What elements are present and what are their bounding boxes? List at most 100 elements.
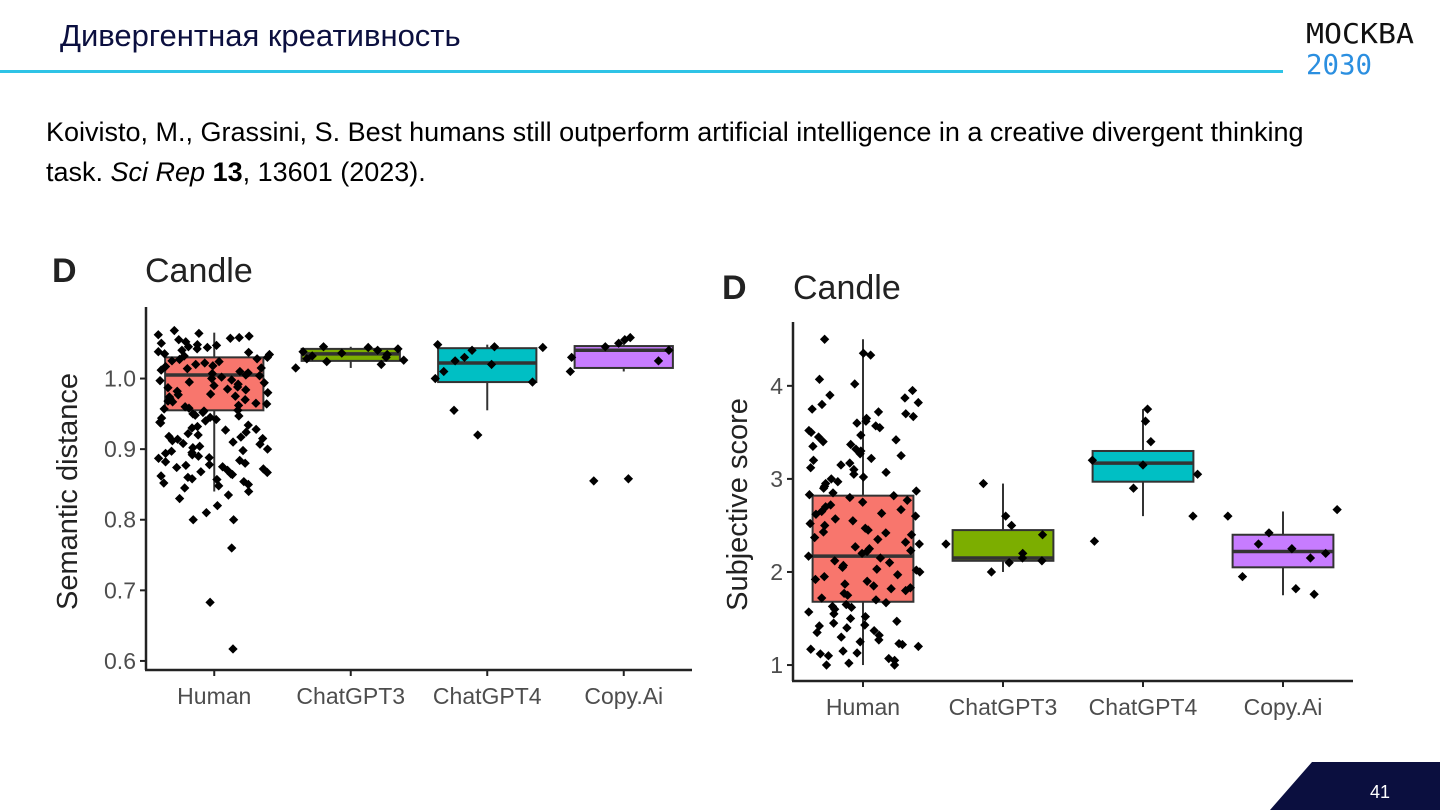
data-point [199, 406, 209, 416]
box-chatgpt3 [951, 529, 1055, 562]
data-point [239, 476, 249, 487]
data-point [259, 378, 269, 388]
data-point [874, 635, 884, 645]
data-point [230, 391, 241, 401]
logo-text-top: МОСКВА [1306, 17, 1414, 50]
data-point [174, 493, 185, 504]
data-point [906, 545, 916, 556]
data-point [393, 344, 403, 354]
data-point [240, 395, 250, 405]
data-point [238, 445, 248, 456]
data-point [155, 375, 165, 386]
data-point [153, 330, 163, 340]
data-point [193, 430, 203, 440]
data-point [188, 515, 198, 525]
data-point [840, 579, 850, 589]
data-point [914, 539, 924, 549]
data-point [337, 348, 347, 358]
data-point [194, 328, 204, 339]
data-point [901, 409, 911, 419]
data-point [884, 653, 894, 664]
data-point [815, 649, 826, 659]
corner-triangle [1270, 762, 1318, 810]
data-point [908, 411, 918, 422]
data-point [180, 483, 190, 493]
data-point [820, 520, 830, 531]
x-tick-label: Human [177, 683, 251, 709]
data-point [844, 658, 854, 668]
data-point [565, 366, 575, 377]
y-tick-label: 0.7 [104, 577, 136, 603]
data-point [227, 375, 237, 385]
data-point [233, 400, 244, 411]
data-point [184, 377, 194, 387]
data-point [896, 504, 906, 515]
data-point [234, 332, 244, 343]
chart-title: Candle [145, 252, 253, 290]
data-point [228, 437, 238, 447]
data-point [256, 363, 266, 373]
data-point [913, 641, 924, 652]
data-point [852, 418, 862, 428]
data-point [825, 390, 835, 400]
data-point [845, 613, 856, 624]
data-point [1146, 437, 1156, 447]
data-point [819, 481, 830, 492]
data-point [872, 564, 882, 574]
moscow-2030-logo: МОСКВА 2030 [1306, 17, 1414, 80]
data-point [190, 410, 200, 420]
citation: Koivisto, M., Grassini, S. Best humans s… [46, 112, 1366, 192]
data-point [809, 532, 820, 543]
data-point [173, 390, 183, 400]
data-point [184, 403, 194, 413]
data-point [614, 338, 624, 348]
data-point [850, 379, 860, 389]
data-point [222, 384, 233, 394]
y-tick-label: 2 [770, 559, 783, 585]
data-point [818, 437, 828, 447]
data-point [821, 660, 832, 670]
data-point [195, 441, 205, 451]
data-point [905, 583, 916, 593]
data-point [200, 416, 211, 426]
data-point [227, 469, 238, 480]
data-point [172, 434, 183, 444]
data-point [829, 609, 839, 619]
data-point [860, 611, 871, 622]
data-point [169, 325, 179, 336]
data-point [153, 453, 164, 463]
data-point [849, 469, 859, 479]
x-tick-label: Copy.Ai [1244, 694, 1323, 720]
data-point [223, 490, 234, 500]
citation-journal: Sci Rep [110, 157, 206, 187]
data-point [873, 407, 884, 417]
data-point [986, 567, 997, 577]
data-point [212, 474, 222, 485]
page-number: 41 [1369, 782, 1391, 802]
data-point [449, 405, 459, 415]
citation-volume: 13 [212, 157, 243, 187]
data-point [235, 366, 245, 377]
data-point [805, 463, 816, 473]
data-point [291, 363, 301, 373]
data-point [884, 557, 895, 568]
data-point [262, 467, 272, 478]
data-point [212, 500, 223, 511]
data-point [804, 425, 814, 436]
data-point [860, 620, 870, 630]
chart-title: Candle [793, 269, 901, 307]
data-point [871, 421, 881, 431]
y-tick-label: 3 [770, 466, 783, 492]
x-tick-label: ChatGPT4 [433, 683, 542, 709]
data-point [828, 618, 839, 628]
y-tick-label: 4 [770, 373, 783, 399]
data-point [187, 450, 197, 460]
data-point [1332, 504, 1342, 515]
data-point [911, 486, 921, 496]
data-point [181, 460, 191, 471]
data-point [163, 383, 173, 393]
data-point [216, 372, 227, 382]
data-point [1138, 460, 1148, 470]
y-tick-label: 0.6 [104, 648, 136, 674]
data-point [865, 350, 876, 360]
